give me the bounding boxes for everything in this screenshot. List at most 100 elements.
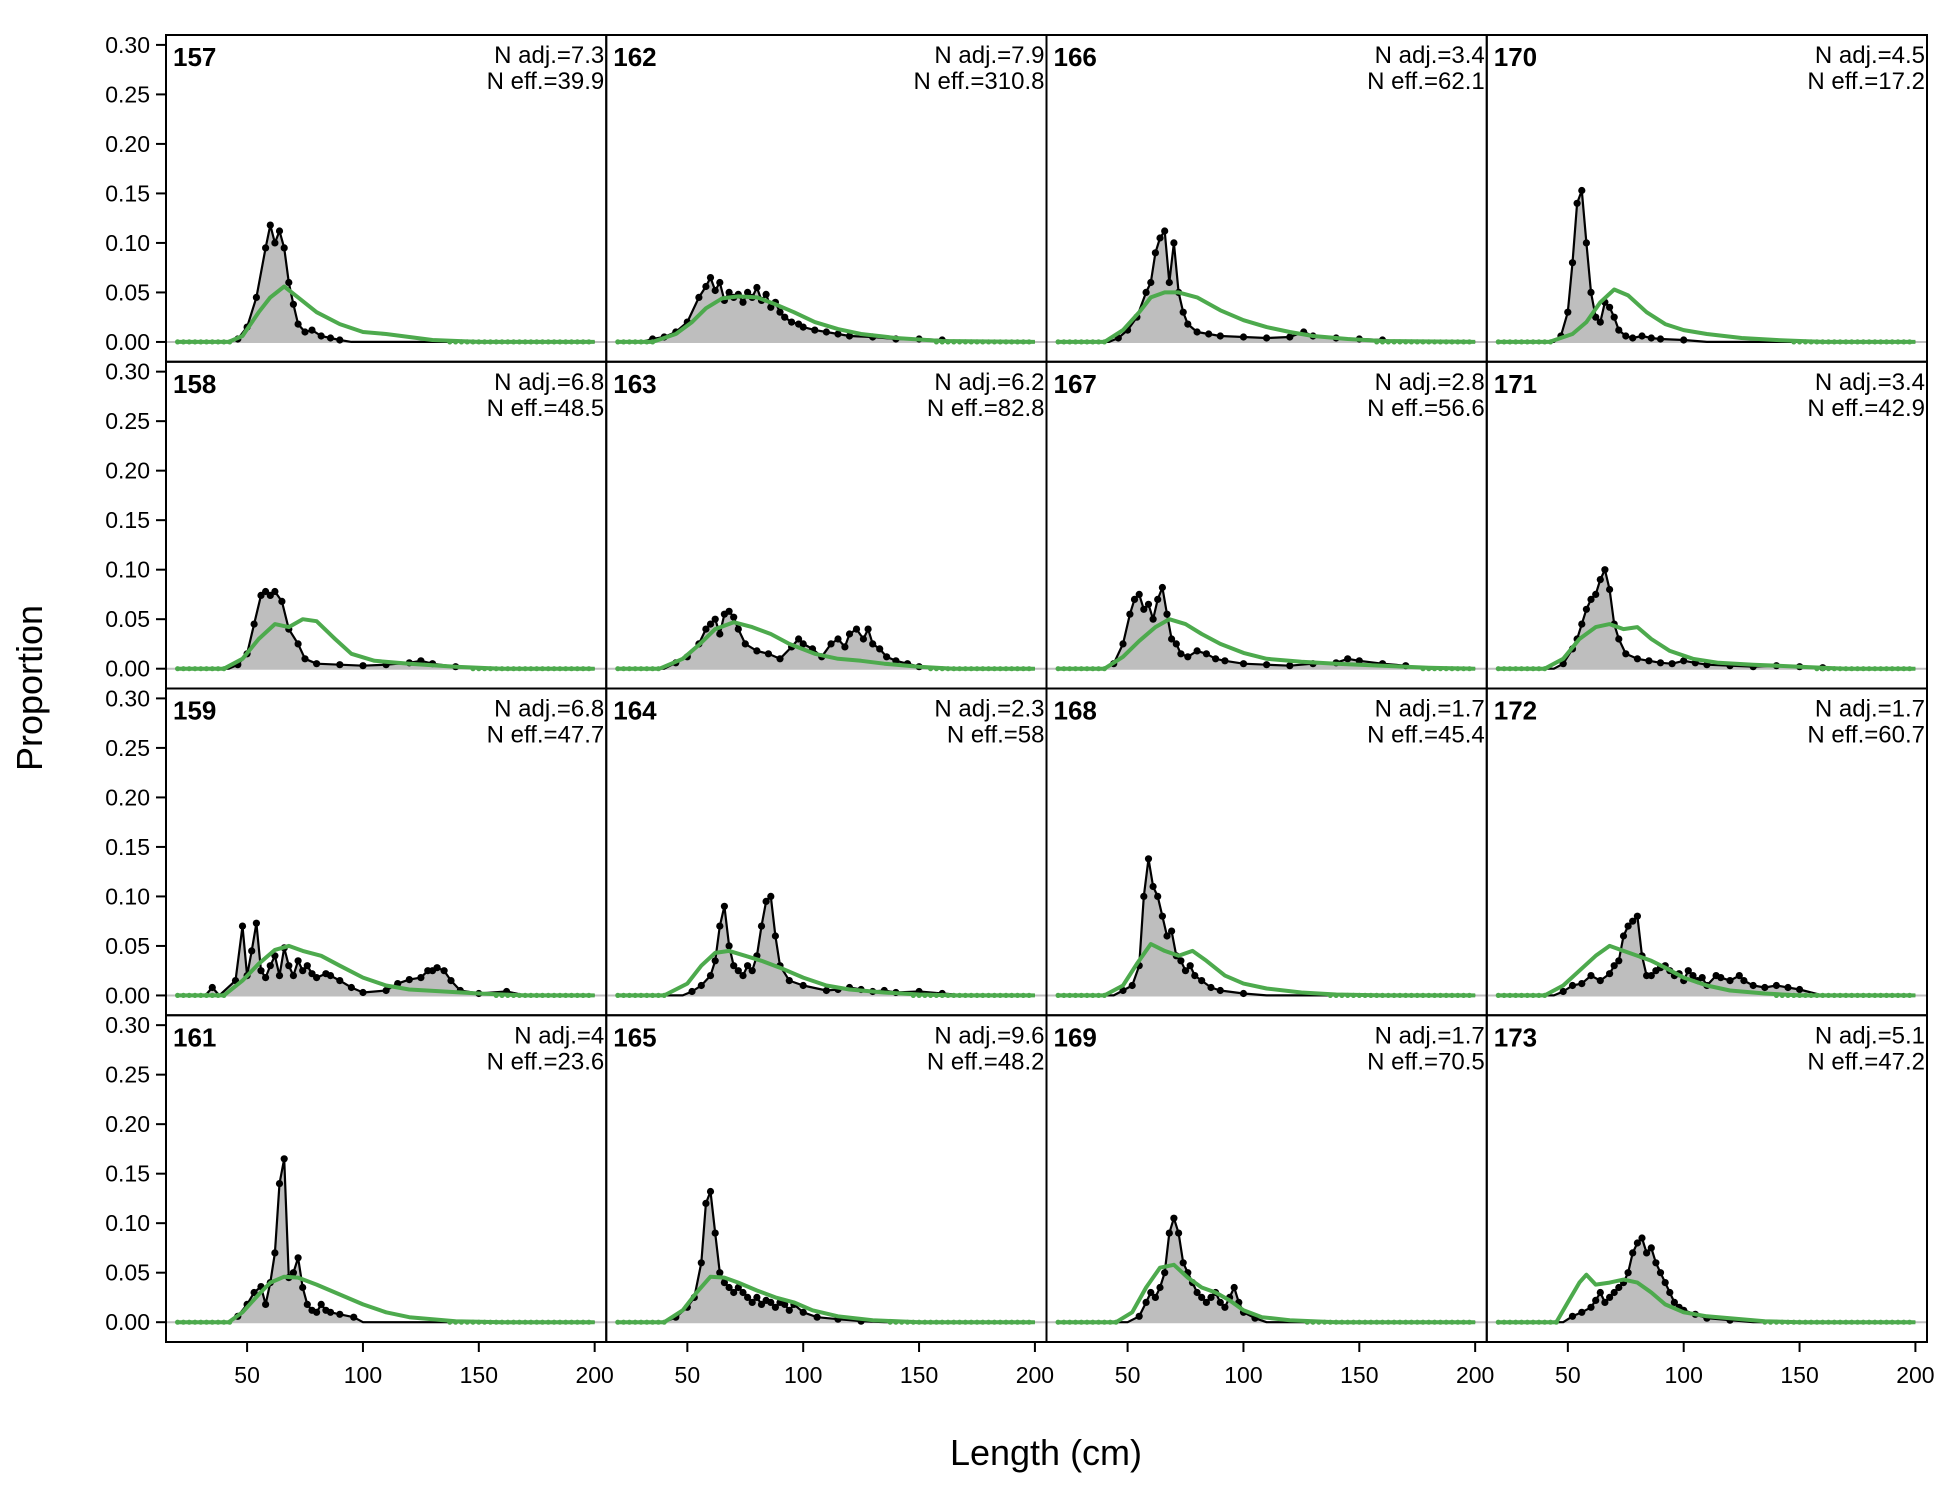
observed-point [788, 318, 796, 326]
x-tick-label: 150 [900, 1362, 938, 1388]
y-tick-label: 0.05 [105, 1260, 150, 1286]
zero-bin-point [215, 1319, 221, 1325]
expected-line [177, 1274, 595, 1325]
observed-point [1601, 1298, 1609, 1306]
zero-bin-point [464, 339, 470, 345]
observed-point [294, 640, 302, 648]
zero-bin-point [1854, 666, 1861, 672]
zero-bin-point [1437, 666, 1443, 672]
zero-bin-point [1026, 339, 1032, 345]
observed-point [1216, 332, 1224, 340]
observed-line [1058, 1217, 1476, 1324]
observed-point [1156, 234, 1164, 242]
zero-bin-point [1524, 1319, 1530, 1325]
zero-bin-point [997, 339, 1003, 345]
zero-bin-point [1026, 992, 1032, 999]
zero-bin-point [586, 992, 592, 999]
zero-bin-point [615, 666, 621, 672]
zero-bin-point [638, 666, 644, 672]
observed-point [1221, 1303, 1229, 1311]
zero-bin-point [221, 666, 227, 672]
zero-bin-point [557, 992, 563, 999]
n-eff-label: N eff.=82.8 [927, 395, 1045, 422]
observed-point [359, 988, 367, 997]
observed-point [1606, 303, 1614, 311]
observed-point [869, 640, 877, 648]
zero-bin-point [1437, 339, 1443, 345]
observed-point [725, 288, 733, 296]
observed-point [725, 942, 733, 950]
zero-bin-point [528, 1319, 534, 1325]
observed-point [1596, 576, 1604, 584]
panel-label: 163 [613, 369, 656, 399]
observed-point [1142, 1298, 1150, 1306]
zero-bin-point [487, 339, 493, 345]
zero-bin-point [1009, 339, 1015, 345]
observed-point [1670, 1298, 1678, 1306]
zero-bin-point [1362, 1319, 1368, 1325]
zero-bin-point [626, 339, 633, 345]
zero-bin-point [551, 992, 557, 999]
zero-bin-point [215, 666, 221, 672]
observed-point [271, 587, 279, 596]
zero-bin-point [933, 1319, 940, 1325]
observed-point [1796, 985, 1804, 994]
observed-point [1578, 186, 1586, 195]
observed-area [617, 1191, 1035, 1323]
observed-point [1587, 595, 1595, 604]
zero-bin-point [1101, 992, 1107, 999]
observed-point [1156, 1283, 1164, 1292]
panel-label: 167 [1054, 369, 1097, 399]
x-axis-title: Length (cm) [950, 1432, 1142, 1473]
zero-bin-point [493, 339, 499, 345]
observed-point [1633, 655, 1641, 663]
observed-point [822, 328, 831, 336]
zero-bin-point [1791, 992, 1797, 999]
observed-point [1568, 259, 1577, 267]
zero-bin-point [968, 992, 974, 999]
observed-point [702, 625, 710, 633]
zero-bin-point [1391, 339, 1397, 345]
zero-bin-point [632, 992, 638, 999]
observed-point [299, 1283, 307, 1292]
zero-bin-point [1385, 339, 1391, 345]
observed-point [1193, 1288, 1201, 1297]
y-tick-label: 0.10 [105, 883, 150, 909]
observed-line [1498, 1236, 1916, 1324]
observed-point [1633, 1239, 1641, 1247]
zero-bin-point [528, 339, 534, 345]
expected-line [177, 617, 595, 671]
panel-171: 171 N adj.=3.4N eff.=42.9 [1485, 360, 1928, 690]
observed-point [1601, 566, 1609, 574]
n-adj-label: N adj.=1.7 [1375, 696, 1485, 723]
zero-bin-point [1061, 666, 1067, 672]
zero-bin-point [557, 339, 563, 345]
observed-point [1615, 957, 1623, 965]
zero-bin-point [1009, 666, 1015, 672]
zero-bin-point [1414, 339, 1420, 345]
observed-point [748, 1298, 756, 1306]
zero-bin-point [980, 339, 986, 345]
zero-bin-point [904, 1319, 911, 1325]
zero-bin-point [1055, 339, 1061, 345]
observed-point [730, 962, 738, 970]
zero-bin-point [1542, 992, 1548, 999]
zero-bin-point [1397, 339, 1403, 345]
y-tick-label: 0.30 [105, 32, 150, 58]
observed-point [1191, 972, 1199, 980]
zero-bin-point [1443, 1319, 1449, 1325]
n-eff-label: N eff.=56.6 [1367, 395, 1485, 422]
observed-point [753, 1293, 761, 1301]
zero-bin-point [1524, 666, 1530, 672]
zero-bin-point [1333, 992, 1339, 999]
n-eff-label: N eff.=58 [947, 722, 1045, 749]
n-adj-label: N adj.=2.3 [934, 696, 1044, 723]
observed-point [1163, 610, 1171, 618]
observed-point [795, 635, 803, 643]
zero-bin-point [986, 339, 992, 345]
zero-bin-point [1014, 992, 1021, 999]
zero-bin-point [638, 1319, 644, 1325]
zero-bin-point [986, 1319, 992, 1325]
observed-point [785, 1306, 793, 1314]
zero-bin-point [893, 1319, 899, 1325]
